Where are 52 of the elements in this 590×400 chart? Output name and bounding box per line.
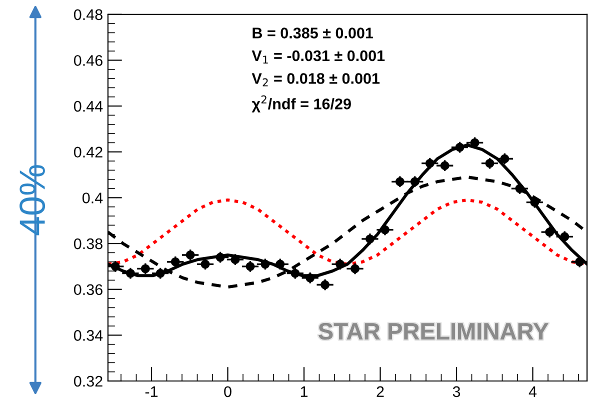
point bbox=[276, 260, 285, 269]
point bbox=[216, 252, 225, 262]
point bbox=[545, 228, 554, 237]
point bbox=[186, 250, 195, 260]
annotation: χ$^{2}$/ndf = 16/29 bbox=[252, 95, 351, 112]
y-tick-label: 0.42 bbox=[74, 146, 102, 158]
point bbox=[410, 177, 420, 186]
point bbox=[365, 234, 374, 244]
x-tick-label: 0 bbox=[224, 386, 232, 398]
point bbox=[126, 268, 135, 278]
point bbox=[530, 198, 540, 207]
point bbox=[156, 268, 165, 278]
text: 40% bbox=[20, 165, 46, 236]
annotation: V$_{1}$ = -0.031 ± 0.001 bbox=[252, 50, 385, 64]
point bbox=[440, 161, 450, 170]
y-tick-label: 0.46 bbox=[74, 55, 102, 66]
y-tick-label: 0.48 bbox=[74, 9, 102, 20]
annotation: B = 0.385 ± 0.001 bbox=[252, 28, 374, 38]
point bbox=[380, 225, 390, 234]
x-tick-label: 3 bbox=[452, 386, 460, 398]
point bbox=[470, 138, 480, 148]
point bbox=[290, 268, 300, 278]
annotation: STAR PRELIMINARY bbox=[318, 322, 548, 340]
point bbox=[170, 257, 180, 266]
y-tick-label: 0.44 bbox=[74, 100, 103, 112]
point bbox=[575, 257, 584, 266]
x-tick-label: -1 bbox=[145, 386, 158, 397]
point bbox=[455, 142, 464, 152]
point bbox=[140, 264, 150, 274]
point bbox=[246, 262, 255, 271]
point bbox=[425, 158, 434, 168]
point bbox=[515, 184, 524, 194]
y-tick-label: 0.34 bbox=[74, 330, 103, 341]
point bbox=[336, 260, 345, 269]
x-tick-label: 1 bbox=[300, 386, 308, 397]
y-tick-label: 0.36 bbox=[74, 284, 102, 296]
point bbox=[260, 260, 270, 269]
point bbox=[110, 262, 120, 271]
point bbox=[350, 264, 360, 274]
point bbox=[395, 177, 404, 186]
y-tick-label: 0.4 bbox=[82, 192, 103, 204]
annotation: V$_{2}$ = 0.018 ± 0.001 bbox=[252, 73, 380, 86]
point bbox=[485, 158, 494, 168]
y-tick-label: 0.32 bbox=[74, 376, 102, 387]
point bbox=[200, 260, 210, 269]
x-tick-label: 4 bbox=[528, 386, 537, 397]
point bbox=[560, 232, 570, 242]
x-tick-label: 2 bbox=[376, 386, 384, 397]
point bbox=[320, 280, 330, 290]
y-tick-label: 0.38 bbox=[74, 238, 102, 250]
point bbox=[306, 273, 315, 282]
point bbox=[500, 154, 510, 164]
